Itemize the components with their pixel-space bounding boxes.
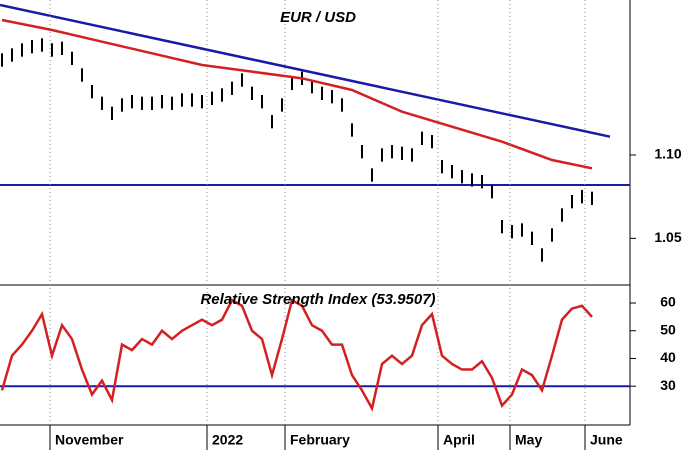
x-tick-label: June <box>590 432 623 448</box>
y-tick-label: 1.05 <box>654 229 681 245</box>
y-tick-label: 60 <box>660 294 676 310</box>
y-tick-label: 1.10 <box>654 146 681 162</box>
y-tick-label: 40 <box>660 349 676 365</box>
rsi-line <box>0 298 593 412</box>
trendline <box>0 3 611 138</box>
y-tick-label: 30 <box>660 377 676 393</box>
x-tick-label: February <box>290 432 350 448</box>
rsi-title: Relative Strength Index (53.9507) <box>200 291 435 308</box>
x-tick-label: November <box>55 432 124 448</box>
y-tick-label: 50 <box>660 321 676 337</box>
moving-average <box>1 18 593 170</box>
x-tick-label: May <box>515 432 542 448</box>
x-tick-label: April <box>443 432 475 448</box>
x-tick-label: 2022 <box>212 432 243 448</box>
chart-title: EUR / USD <box>280 9 356 26</box>
